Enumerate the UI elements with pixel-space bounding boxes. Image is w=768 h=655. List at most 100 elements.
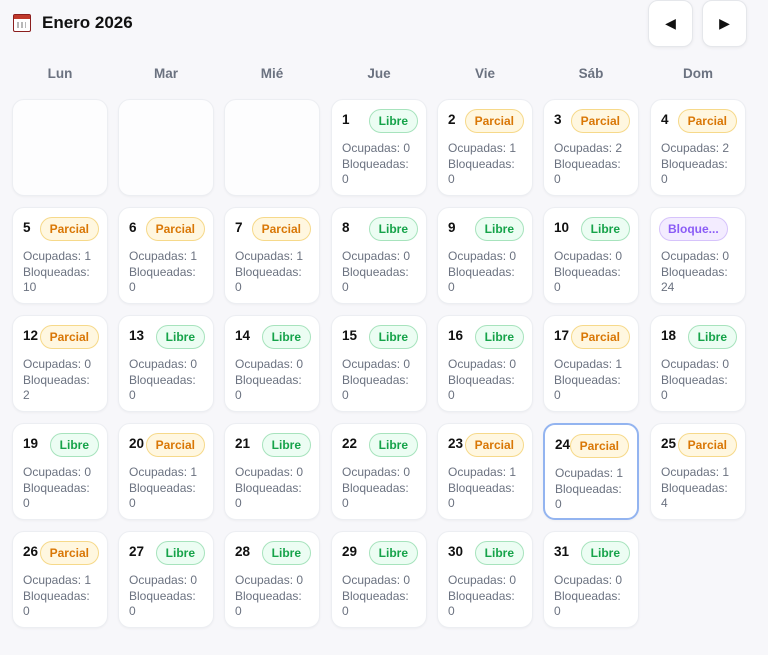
weekday-label: Mié xyxy=(260,66,284,81)
day-cell[interactable]: 14 Libre Ocupadas: 0 Bloqueadas: 0 xyxy=(224,315,320,412)
day-stats: Ocupadas: 0 Bloqueadas: 2 xyxy=(23,357,103,404)
day-cell[interactable]: 3 Parcial Ocupadas: 2 Bloqueadas: 0 xyxy=(543,99,639,196)
day-cell[interactable]: 30 Libre Ocupadas: 0 Bloqueadas: 0 xyxy=(437,531,533,628)
day-cell[interactable]: 16 Libre Ocupadas: 0 Bloqueadas: 0 xyxy=(437,315,533,412)
ocupadas-count: Ocupadas: 1 xyxy=(23,249,92,263)
status-badge: Libre xyxy=(368,433,418,457)
ocupadas-count: Ocupadas: 0 xyxy=(448,573,517,587)
status-badge: Parcial xyxy=(145,433,205,457)
day-cell[interactable]: 7 Parcial Ocupadas: 1 Bloqueadas: 0 xyxy=(224,207,320,304)
next-month-button[interactable]: ▶ xyxy=(702,0,747,47)
ocupadas-count: Ocupadas: 0 xyxy=(235,573,304,587)
day-cell[interactable]: 23 Parcial Ocupadas: 1 Bloqueadas: 0 xyxy=(437,423,533,520)
day-cell[interactable]: 6 Parcial Ocupadas: 1 Bloqueadas: 0 xyxy=(118,207,214,304)
day-number: 15 xyxy=(342,328,358,343)
day-stats: Ocupadas: 1 Bloqueadas: 10 xyxy=(23,249,103,296)
day-stats: Ocupadas: 1 Bloqueadas: 0 xyxy=(129,249,209,296)
day-cell[interactable]: 4 Parcial Ocupadas: 2 Bloqueadas: 0 xyxy=(650,99,746,196)
bloqueadas-label: Bloqueadas: xyxy=(661,372,728,387)
day-number: 4 xyxy=(661,112,669,127)
day-number: 30 xyxy=(448,544,464,559)
bloqueadas-label: Bloqueadas: xyxy=(448,480,515,495)
status-badge: Libre xyxy=(261,433,311,457)
prev-month-button[interactable]: ◀ xyxy=(648,0,693,47)
weekday-label: Lun xyxy=(47,66,73,81)
day-number: 21 xyxy=(235,436,251,451)
bloqueadas-count: 0 xyxy=(554,280,561,294)
ocupadas-count: Ocupadas: 1 xyxy=(661,465,730,479)
day-number: 6 xyxy=(129,220,137,235)
day-stats: Ocupadas: 0 Bloqueadas: 0 xyxy=(554,573,634,620)
day-number: 1 xyxy=(342,112,350,127)
day-cell[interactable]: 20 Parcial Ocupadas: 1 Bloqueadas: 0 xyxy=(118,423,214,520)
status-badge: Parcial xyxy=(569,434,629,458)
bloqueadas-label: Bloqueadas: xyxy=(23,480,90,495)
bloqueadas-label: Bloqueadas: xyxy=(342,588,409,603)
day-cell[interactable]: 10 Libre Ocupadas: 0 Bloqueadas: 0 xyxy=(543,207,639,304)
day-cell[interactable]: 15 Libre Ocupadas: 0 Bloqueadas: 0 xyxy=(331,315,427,412)
ocupadas-count: Ocupadas: 1 xyxy=(129,465,198,479)
ocupadas-count: Ocupadas: 0 xyxy=(448,357,517,371)
weekday-label: Dom xyxy=(683,66,713,81)
bloqueadas-label: Bloqueadas: xyxy=(129,372,196,387)
day-cell[interactable]: 31 Libre Ocupadas: 0 Bloqueadas: 0 xyxy=(543,531,639,628)
day-cell[interactable]: 8 Libre Ocupadas: 0 Bloqueadas: 0 xyxy=(331,207,427,304)
status-badge: Parcial xyxy=(464,433,524,457)
day-cell[interactable]: 24 Parcial Ocupadas: 1 Bloqueadas: 0 xyxy=(543,423,639,520)
day-number: 3 xyxy=(554,112,562,127)
bloqueadas-count: 4 xyxy=(661,496,668,510)
ocupadas-count: Ocupadas: 0 xyxy=(235,465,304,479)
day-cell[interactable]: 28 Libre Ocupadas: 0 Bloqueadas: 0 xyxy=(224,531,320,628)
bloqueadas-count: 0 xyxy=(448,496,455,510)
bloqueadas-count: 0 xyxy=(554,172,561,186)
day-cell[interactable]: 21 Libre Ocupadas: 0 Bloqueadas: 0 xyxy=(224,423,320,520)
day-cell[interactable]: 13 Libre Ocupadas: 0 Bloqueadas: 0 xyxy=(118,315,214,412)
bloqueadas-count: 0 xyxy=(661,172,668,186)
bloqueadas-count: 0 xyxy=(661,388,668,402)
day-cell[interactable]: 18 Libre Ocupadas: 0 Bloqueadas: 0 xyxy=(650,315,746,412)
ocupadas-count: Ocupadas: 1 xyxy=(448,141,517,155)
bloqueadas-count: 0 xyxy=(23,496,30,510)
day-cell[interactable]: 27 Libre Ocupadas: 0 Bloqueadas: 0 xyxy=(118,531,214,628)
day-number: 14 xyxy=(235,328,251,343)
bloqueadas-label: Bloqueadas: xyxy=(554,588,621,603)
day-cell[interactable]: 12 Parcial Ocupadas: 0 Bloqueadas: 2 xyxy=(12,315,108,412)
status-badge: Libre xyxy=(261,325,311,349)
day-cell[interactable]: 19 Libre Ocupadas: 0 Bloqueadas: 0 xyxy=(12,423,108,520)
day-number: 31 xyxy=(554,544,570,559)
bloqueadas-count: 0 xyxy=(554,388,561,402)
status-badge: Parcial xyxy=(145,217,205,241)
day-cell[interactable]: 26 Parcial Ocupadas: 1 Bloqueadas: 0 xyxy=(12,531,108,628)
ocupadas-count: Ocupadas: 0 xyxy=(661,249,730,263)
bloqueadas-label: Bloqueadas: xyxy=(235,372,302,387)
ocupadas-count: Ocupadas: 0 xyxy=(554,573,623,587)
bloqueadas-label: Bloqueadas: xyxy=(448,264,515,279)
bloqueadas-label: Bloqueadas: xyxy=(448,372,515,387)
status-badge: Libre xyxy=(580,217,630,241)
day-cell[interactable]: 25 Parcial Ocupadas: 1 Bloqueadas: 4 xyxy=(650,423,746,520)
ocupadas-count: Ocupadas: 0 xyxy=(23,465,92,479)
day-number: 7 xyxy=(235,220,243,235)
bloqueadas-label: Bloqueadas: xyxy=(448,156,515,171)
day-cell[interactable]: 1 Libre Ocupadas: 0 Bloqueadas: 0 xyxy=(331,99,427,196)
day-stats: Ocupadas: 1 Bloqueadas: 0 xyxy=(554,357,634,404)
day-stats: Ocupadas: 0 Bloqueadas: 0 xyxy=(448,249,528,296)
day-cell[interactable]: 22 Libre Ocupadas: 0 Bloqueadas: 0 xyxy=(331,423,427,520)
day-cell[interactable]: 9 Libre Ocupadas: 0 Bloqueadas: 0 xyxy=(437,207,533,304)
bloqueadas-label: Bloqueadas: xyxy=(554,156,621,171)
ocupadas-count: Ocupadas: 0 xyxy=(448,249,517,263)
bloqueadas-label: Bloqueadas: xyxy=(23,372,90,387)
day-stats: Ocupadas: 0 Bloqueadas: 0 xyxy=(342,357,422,404)
status-badge: Parcial xyxy=(39,541,99,565)
ocupadas-count: Ocupadas: 1 xyxy=(555,466,624,480)
day-cell[interactable]: 29 Libre Ocupadas: 0 Bloqueadas: 0 xyxy=(331,531,427,628)
bloqueadas-label: Bloqueadas: xyxy=(555,481,622,496)
day-number: 27 xyxy=(129,544,145,559)
day-cell[interactable]: 2 Parcial Ocupadas: 1 Bloqueadas: 0 xyxy=(437,99,533,196)
bloqueadas-label: Bloqueadas: xyxy=(661,156,728,171)
day-cell[interactable]: 17 Parcial Ocupadas: 1 Bloqueadas: 0 xyxy=(543,315,639,412)
day-cell[interactable]: 5 Parcial Ocupadas: 1 Bloqueadas: 10 xyxy=(12,207,108,304)
ocupadas-count: Ocupadas: 0 xyxy=(342,357,411,371)
day-stats: Ocupadas: 1 Bloqueadas: 0 xyxy=(448,141,528,188)
